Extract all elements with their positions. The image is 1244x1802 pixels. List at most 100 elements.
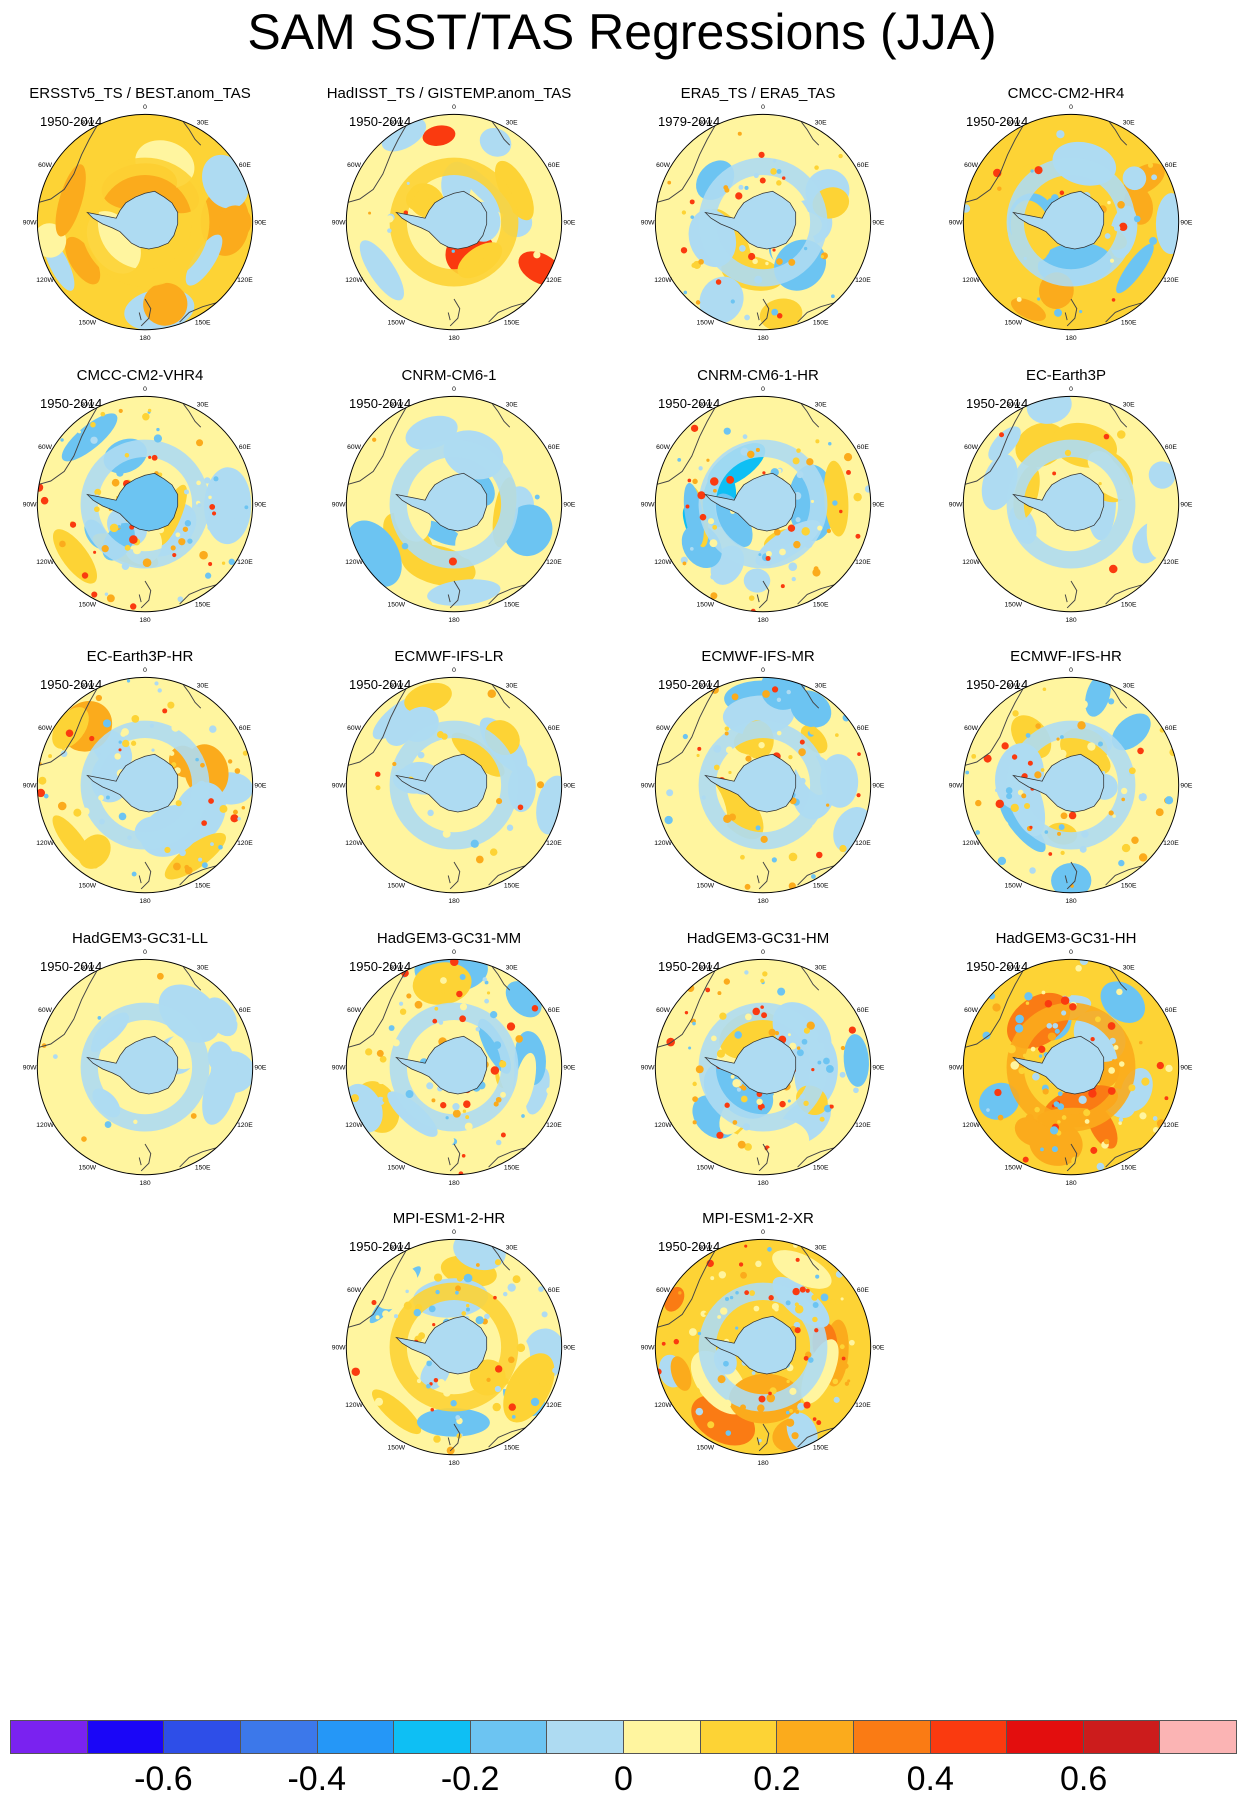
- field-speck: [1121, 797, 1126, 802]
- field-speck: [1098, 482, 1102, 486]
- longitude-label: 90W: [949, 1064, 963, 1071]
- longitude-label: 90E: [872, 1064, 884, 1071]
- field-speck: [715, 279, 722, 285]
- field-speck: [738, 184, 744, 190]
- field-speck: [772, 159, 777, 163]
- field-speck: [695, 1407, 704, 1416]
- coastline: [183, 966, 202, 991]
- field-speck: [1046, 254, 1052, 260]
- field-speck: [828, 442, 832, 446]
- colorbar-box: [1159, 1720, 1237, 1754]
- field-speck: [129, 535, 138, 544]
- field-speck: [437, 1378, 446, 1387]
- field-speck: [824, 1104, 832, 1113]
- field-speck: [711, 1035, 717, 1042]
- longitude-label: 120E: [237, 277, 253, 284]
- field-speck: [1139, 1040, 1143, 1045]
- coastline: [447, 1143, 461, 1172]
- field-speck: [839, 1071, 846, 1078]
- coastline: [37, 407, 98, 486]
- field-speck: [221, 561, 226, 565]
- field-speck: [839, 1344, 845, 1350]
- field-speck: [207, 564, 214, 572]
- field-speck: [986, 1108, 990, 1112]
- field-speck: [500, 1132, 506, 1138]
- colorbar-box: [316, 1720, 395, 1754]
- field-speck: [1118, 859, 1125, 867]
- panel-title: ECMWF-IFS-MR: [701, 648, 815, 665]
- colorbar-tick-label: -0.2: [440, 1760, 500, 1798]
- field-speck: [1030, 169, 1034, 173]
- field-speck: [771, 857, 777, 863]
- coastline: [492, 966, 511, 991]
- field-speck: [833, 1396, 840, 1403]
- field-speck: [1015, 1014, 1024, 1024]
- panel-title: EC-Earth3P: [1025, 367, 1107, 384]
- longitude-label: 0: [143, 386, 147, 393]
- field-speck: [1014, 1024, 1024, 1033]
- field-speck: [810, 499, 815, 503]
- field-speck: [95, 694, 102, 702]
- field-speck: [492, 1402, 501, 1412]
- coastline: [346, 407, 407, 486]
- field-blotch: [1014, 1117, 1048, 1146]
- field-blotch: [786, 1412, 818, 1452]
- panel-period: 1950-2014: [349, 114, 412, 129]
- field-speck: [723, 1399, 732, 1408]
- longitude-label: 90W: [949, 782, 963, 789]
- field-speck: [1079, 310, 1083, 314]
- field-speck: [440, 989, 446, 994]
- field-speck: [534, 1406, 539, 1411]
- field-blotch: [143, 282, 188, 326]
- field-speck: [776, 697, 782, 702]
- field-speck: [1131, 836, 1139, 844]
- coastline: [183, 403, 202, 428]
- coastline: [801, 1246, 820, 1271]
- longitude-label: 90E: [563, 219, 575, 226]
- field-speck: [90, 436, 98, 444]
- longitude-label: 0: [143, 949, 147, 956]
- field-speck: [776, 180, 782, 186]
- field-speck: [392, 761, 397, 767]
- field-speck: [724, 731, 729, 736]
- map-border: [654, 958, 872, 1176]
- field-speck: [1118, 1117, 1124, 1122]
- field-speck: [735, 289, 742, 296]
- field-speck: [438, 1386, 445, 1393]
- longitude-label: 150E: [195, 1164, 211, 1171]
- field-speck: [40, 496, 49, 505]
- field-speck: [1021, 793, 1027, 799]
- field-speck: [690, 424, 699, 432]
- field-speck: [697, 491, 706, 500]
- field-speck: [779, 1100, 786, 1108]
- field-speck: [853, 492, 862, 502]
- field-speck: [511, 1415, 516, 1419]
- longitude-label: 60W: [964, 725, 978, 732]
- field-speck: [1077, 721, 1086, 730]
- longitude-label: 150W: [388, 319, 406, 326]
- longitude-label: 0: [452, 1229, 456, 1236]
- field-speck: [130, 603, 137, 610]
- field-blotch: [204, 467, 252, 545]
- field-speck: [1035, 876, 1043, 884]
- field-speck: [848, 1026, 856, 1034]
- coastline: [447, 580, 461, 609]
- longitude-label: 30E: [506, 120, 518, 127]
- panel-period: 1950-2014: [40, 114, 103, 129]
- field-speck: [456, 1275, 463, 1282]
- field-speck: [801, 527, 810, 536]
- field-speck: [805, 1288, 810, 1293]
- field-blotch: [140, 578, 187, 609]
- longitude-label: 90E: [872, 501, 884, 508]
- field-speck: [1113, 224, 1121, 232]
- panel-title: CMCC-CM2-HR4: [1007, 85, 1125, 102]
- field-speck: [713, 488, 717, 493]
- field-speck: [975, 830, 980, 835]
- longitude-label: 150W: [388, 1164, 406, 1171]
- field-speck: [388, 1025, 395, 1031]
- longitude-label: 30E: [1123, 120, 1135, 127]
- field-speck: [126, 679, 131, 683]
- field-speck: [1056, 130, 1065, 139]
- field-speck: [815, 1274, 820, 1279]
- map-panel: EC-Earth3P-HR 1950-2014 0 30E 60E 90E 120E 150E…: [20, 648, 320, 968]
